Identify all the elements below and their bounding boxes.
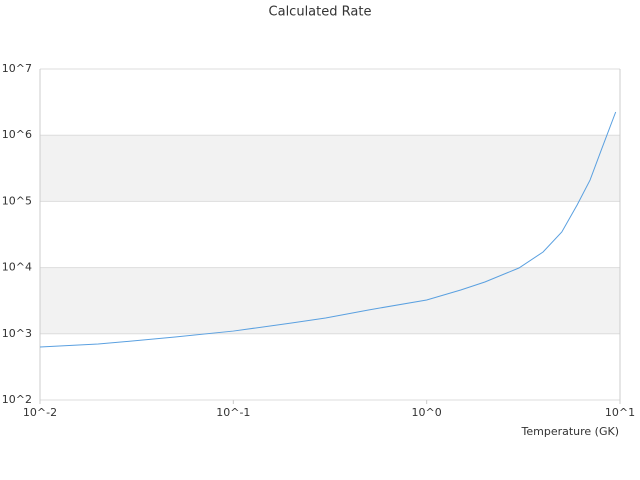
grid-band xyxy=(40,267,620,334)
data-line xyxy=(39,111,617,348)
chart-title: Calculated Rate xyxy=(269,5,372,20)
x-tick-label: 10^-1 xyxy=(216,406,250,419)
y-tick-label: 10^7 xyxy=(2,62,32,75)
y-tick-label: 10^6 xyxy=(2,128,32,141)
x-tick-label: 10^-2 xyxy=(23,406,57,419)
grid-band xyxy=(40,135,620,202)
x-tick-label: 10^1 xyxy=(605,406,635,419)
y-tick-label: 10^2 xyxy=(2,393,32,406)
x-tick-label: 10^0 xyxy=(412,406,442,419)
y-tick-label: 10^4 xyxy=(2,261,32,274)
y-tick-label: 10^3 xyxy=(2,327,32,340)
x-axis-label: Temperature (GK) xyxy=(521,425,620,438)
y-tick-label: 10^5 xyxy=(2,194,32,207)
